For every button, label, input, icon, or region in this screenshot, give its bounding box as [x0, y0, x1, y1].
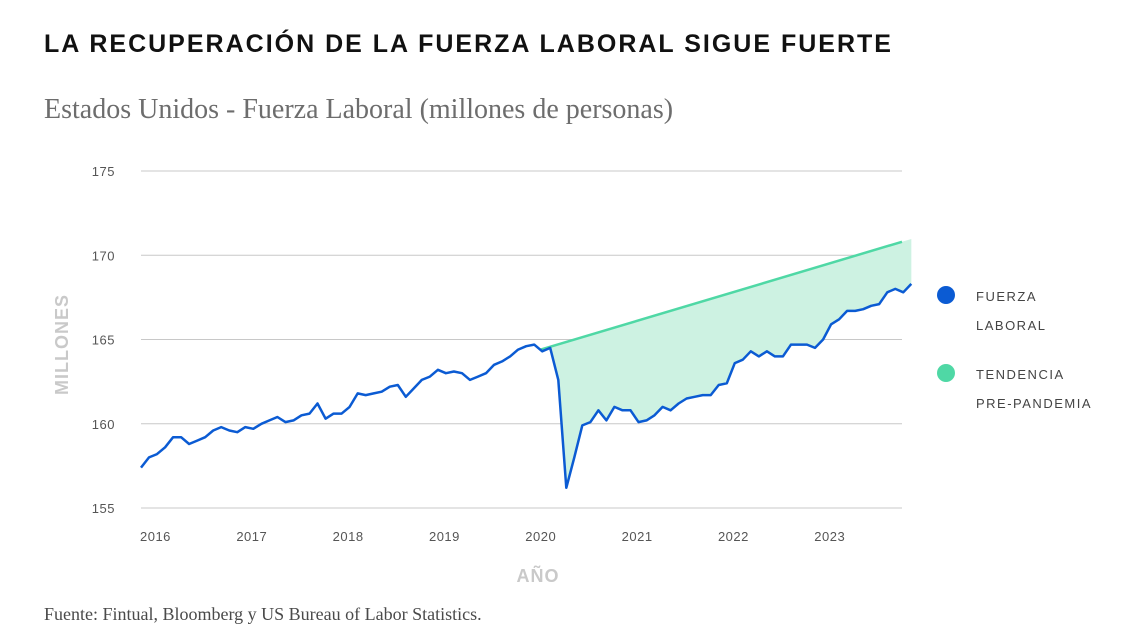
x-tick-label: 2016: [140, 529, 171, 544]
y-tick-label: 165: [92, 333, 115, 348]
x-tick-label: 2022: [718, 529, 749, 544]
y-tick-label: 160: [92, 417, 115, 432]
chart-area: 155 160 165 170 175 2016 2017 2018 2019 2020 2021…: [52, 164, 1092, 586]
y-tick-label: 155: [92, 501, 115, 516]
x-axis-title: AÑO: [517, 565, 560, 586]
chart-title: LA RECUPERACIÓN DE LA FUERZA LABORAL SIG…: [44, 30, 893, 58]
legend-dot-fuerza-laboral: [937, 286, 955, 304]
x-tick-label: 2023: [814, 529, 845, 544]
x-tick-label: 2018: [333, 529, 364, 544]
legend-label-tendencia: TENDENCIA: [976, 367, 1065, 382]
trend-gap-area: [540, 238, 912, 488]
y-tick-label: 175: [92, 164, 115, 179]
legend-label-laboral: LABORAL: [976, 318, 1046, 333]
x-tick-label: 2017: [236, 529, 267, 544]
chart-subtitle: Estados Unidos - Fuerza Laboral (millone…: [44, 94, 674, 125]
y-axis-title: MILLONES: [52, 294, 72, 395]
x-tick-label: 2020: [525, 529, 556, 544]
legend-dot-tendencia: [937, 364, 955, 382]
y-axis-ticks: 155 160 165 170 175: [92, 164, 115, 516]
legend-label-pre-pandemia: PRE-PANDEMIA: [976, 396, 1092, 411]
series-line-fuerza-laboral: [140, 283, 913, 490]
x-tick-label: 2021: [622, 529, 653, 544]
x-tick-label: 2019: [429, 529, 460, 544]
x-axis-ticks: 2016 2017 2018 2019 2020 2021 2022 2023: [140, 529, 845, 544]
legend-label-fuerza: FUERZA: [976, 289, 1037, 304]
source-note: Fuente: Fintual, Bloomberg y US Bureau o…: [44, 604, 482, 624]
legend: FUERZA LABORAL TENDENCIA PRE-PANDEMIA: [937, 286, 1092, 411]
series-line-tendencia: [540, 240, 903, 351]
y-tick-label: 170: [92, 248, 115, 263]
